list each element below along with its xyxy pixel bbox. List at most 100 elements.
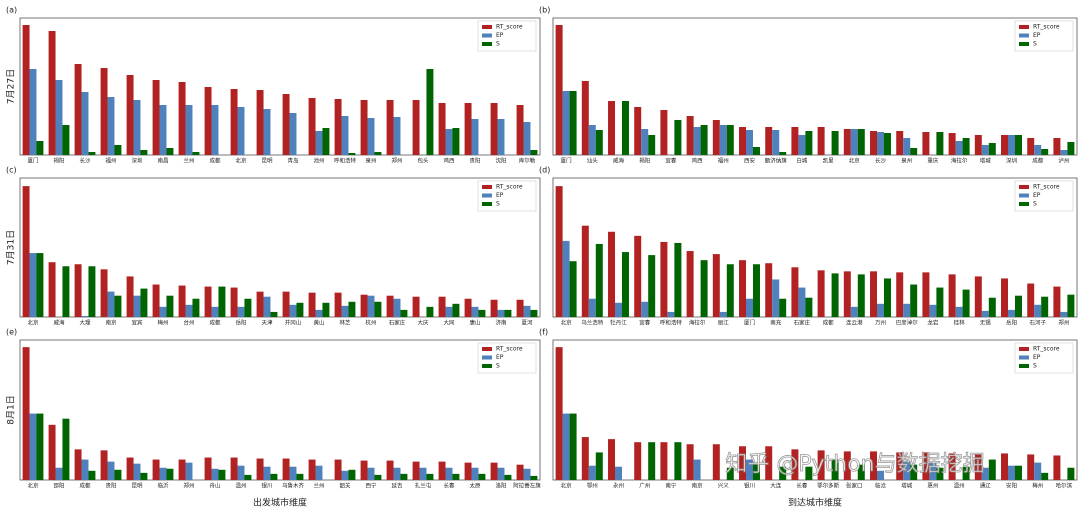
bar — [367, 118, 375, 155]
x-tick-label: 阿拉善左旗 — [513, 482, 541, 490]
bar — [765, 263, 773, 317]
bar — [62, 418, 70, 480]
bar — [648, 135, 656, 155]
x-tick-label: 邵阳 — [53, 482, 64, 490]
panel-label: (e) — [6, 328, 17, 337]
bar — [341, 305, 349, 317]
bar — [178, 459, 186, 480]
bar — [530, 150, 538, 155]
x-tick-label: 石家庄 — [389, 319, 406, 327]
bar — [74, 64, 82, 155]
bar — [1001, 453, 1009, 480]
x-tick-label: 岳阳 — [235, 319, 246, 327]
x-tick-label: 海拉尔 — [951, 157, 968, 165]
x-tick-label: 青岛 — [287, 157, 299, 165]
bar — [648, 255, 656, 317]
bar — [726, 264, 734, 317]
bar — [308, 292, 316, 317]
x-tick-label: 林芝 — [339, 319, 351, 327]
x-tick-label: 深圳 — [131, 157, 143, 165]
panel-label: (f) — [539, 328, 548, 337]
panel-label: (b) — [539, 6, 550, 15]
x-tick-label: 成都 — [823, 319, 835, 327]
watermark: 知乎 @Python与数据挖掘 — [725, 452, 984, 477]
bar — [22, 25, 30, 155]
bar — [870, 131, 878, 155]
bar — [315, 465, 323, 480]
bar — [674, 442, 682, 480]
legend-swatch — [482, 347, 492, 351]
bar — [107, 461, 115, 480]
bar — [270, 473, 278, 480]
bar — [595, 452, 603, 480]
bar — [962, 466, 970, 480]
bar — [504, 309, 512, 317]
x-tick-label: 长春 — [443, 482, 455, 490]
bar — [1008, 309, 1015, 317]
x-tick-label: 夏河 — [521, 319, 533, 327]
axes-frame — [552, 17, 1078, 156]
x-tick-label: 黄山 — [313, 319, 324, 327]
bar — [686, 251, 694, 317]
x-tick-label: 呼和浩特 — [334, 157, 357, 165]
bar — [100, 269, 108, 317]
bar — [88, 152, 96, 155]
bar — [562, 240, 570, 317]
x-tick-label: 昆明 — [131, 483, 143, 490]
bar — [798, 135, 806, 155]
x-tick-label: 牡丹江 — [610, 319, 627, 327]
bar — [426, 473, 434, 480]
legend-label: S — [496, 363, 500, 370]
x-tick-label: 台州 — [183, 319, 194, 327]
bar — [581, 81, 589, 155]
x-tick-label: 安阳 — [1006, 482, 1017, 490]
bar — [334, 292, 342, 317]
x-tick-label: 凯里 — [823, 157, 835, 165]
legend-label: RT_score — [1033, 24, 1060, 31]
bar — [922, 132, 930, 155]
x-tick-label: 西宁 — [365, 482, 377, 490]
bar — [1067, 142, 1075, 155]
x-tick-label: 鄂州 — [587, 482, 598, 490]
bar — [746, 298, 753, 317]
bar — [374, 301, 382, 317]
x-tick-label: 威海 — [613, 157, 625, 165]
bar — [22, 347, 30, 480]
bar — [282, 291, 290, 317]
bar — [133, 100, 141, 155]
x-tick-label: 永州 — [613, 482, 624, 490]
bar — [712, 120, 720, 155]
bar — [660, 241, 668, 317]
bar — [412, 296, 420, 317]
x-tick-label: 郑州 — [391, 157, 402, 165]
legend-label: S — [1033, 201, 1037, 208]
bar — [772, 279, 780, 317]
bar — [341, 470, 349, 480]
bar — [178, 285, 186, 317]
bar — [426, 69, 434, 155]
bar — [211, 306, 219, 317]
bar — [936, 467, 944, 480]
x-tick-label: 梅州 — [157, 319, 168, 327]
legend-swatch — [1019, 347, 1029, 351]
bar — [211, 468, 219, 480]
x-tick-label: 石河子 — [1029, 319, 1046, 327]
bar — [322, 128, 330, 155]
bar — [256, 291, 264, 317]
bar — [1014, 465, 1022, 480]
x-tick-label: 银川 — [744, 482, 755, 490]
bar — [256, 90, 264, 155]
bar — [1008, 135, 1015, 155]
bar — [237, 107, 245, 155]
bar — [1034, 145, 1042, 155]
row-label: 7月27日 — [6, 69, 17, 104]
x-tick-label: 西安 — [744, 157, 756, 165]
bar — [817, 127, 825, 155]
x-tick-label: 塔城 — [901, 482, 913, 490]
bar — [48, 31, 56, 155]
bar — [471, 119, 479, 155]
bar — [562, 91, 570, 155]
legend-label: S — [1033, 41, 1037, 48]
bar — [896, 131, 904, 155]
bar — [877, 303, 884, 317]
